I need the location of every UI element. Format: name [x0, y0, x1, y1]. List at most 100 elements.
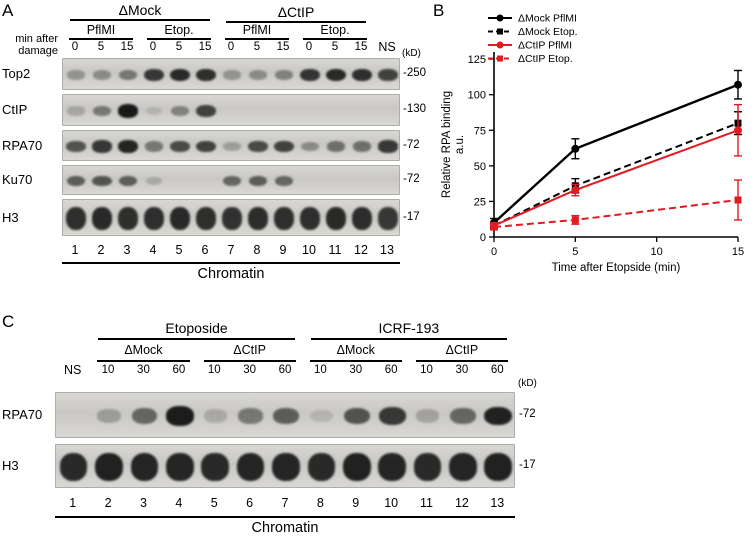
timepoint-label: 10 [101, 364, 115, 376]
min-after-damage-label: damage [18, 45, 58, 57]
legend-marker [496, 14, 504, 22]
protein-band [67, 70, 85, 80]
protein-band [117, 104, 139, 118]
legend-label: ΔMock PflMI [518, 13, 577, 25]
timepoint-label: 60 [278, 364, 292, 376]
mw-marker: -17 [519, 459, 536, 471]
protein-band [131, 407, 158, 424]
protein-band [325, 68, 347, 82]
protein-band [352, 141, 372, 152]
legend-marker [496, 41, 504, 49]
timepoint-label: 60 [490, 364, 504, 376]
y-tick-label: 50 [474, 161, 486, 173]
timepoint-label: 30 [137, 364, 150, 376]
data-point [571, 216, 579, 224]
protein-band [378, 207, 398, 230]
lane-number: 10 [302, 243, 316, 257]
protein-band [351, 68, 373, 82]
protein-band [195, 68, 217, 82]
blot-strip-ctip [62, 94, 400, 126]
protein-band [92, 175, 112, 187]
condition-label: PflMI [242, 23, 272, 37]
y-tick-label: 0 [480, 232, 486, 244]
blot-row-label: RPA70 [2, 407, 43, 422]
lane-number: 13 [490, 496, 505, 510]
protein-band [118, 175, 138, 187]
chromatin-underline [62, 262, 400, 264]
condition-underline [225, 38, 289, 40]
blot-row-label: CtIP [2, 102, 28, 117]
lane-number: 2 [97, 243, 105, 257]
data-point [490, 223, 498, 231]
blot-strip-rpa70 [55, 392, 515, 438]
condition-underline [147, 38, 211, 40]
lane-number: 7 [227, 243, 235, 257]
mw-marker: -72 [403, 173, 420, 185]
protein-band [117, 207, 139, 230]
blot-strip-rpa70 [62, 130, 400, 161]
protein-band [118, 69, 138, 81]
chromatin-label: Chromatin [197, 266, 265, 282]
protein-band [59, 453, 88, 481]
x-tick-label: 10 [651, 246, 663, 258]
protein-band [325, 207, 347, 230]
condition-label: ΔCtIP [445, 343, 479, 357]
protein-band [307, 453, 336, 481]
mw-marker: -72 [519, 408, 536, 420]
legend-marker [497, 55, 503, 62]
protein-band [378, 407, 406, 425]
protein-band [222, 175, 242, 187]
lane-number: 9 [352, 496, 360, 510]
timepoint-label: 0 [227, 41, 235, 53]
protein-band [171, 105, 189, 117]
protein-band [92, 140, 112, 153]
treatment-group-underline [226, 21, 366, 23]
protein-band [413, 453, 442, 481]
protein-band [170, 140, 190, 153]
protein-band [221, 207, 242, 230]
protein-band [145, 176, 163, 186]
blot-row-label: RPA70 [2, 137, 43, 153]
lane-number: 2 [104, 496, 112, 510]
timepoint-label: 15 [198, 41, 212, 53]
condition-label: ΔCtIP [233, 343, 266, 357]
condition-label: ΔMock [336, 343, 375, 357]
timepoint-label: 5 [97, 41, 105, 53]
protein-band [310, 409, 333, 423]
timepoint-label: 0 [305, 41, 313, 53]
protein-band [273, 207, 295, 230]
protein-band [95, 453, 123, 481]
x-tick-label: 5 [572, 246, 578, 258]
y-tick-label: 75 [474, 125, 486, 137]
y-axis-title: Relative RPA binding [441, 91, 453, 198]
protein-band [66, 140, 86, 153]
condition-underline [309, 360, 402, 362]
protein-band [196, 104, 216, 118]
lane-number: 12 [454, 496, 469, 510]
protein-band [343, 407, 370, 425]
data-point [734, 196, 742, 204]
data-point [571, 186, 580, 195]
data-point [734, 126, 742, 135]
protein-band [342, 453, 371, 481]
protein-band [275, 69, 293, 81]
y-tick-label: 25 [474, 196, 486, 208]
lane-number: 11 [420, 496, 434, 510]
legend-label: ΔCtIP Etop. [518, 53, 573, 65]
protein-band [484, 406, 513, 426]
x-axis-title: Time after Etopside (min) [552, 262, 681, 274]
lane-number: 3 [139, 496, 147, 510]
mw-marker: -250 [403, 67, 427, 79]
blot-row-label: Ku70 [2, 172, 33, 187]
condition-underline [303, 38, 367, 40]
lane-number: 9 [279, 243, 287, 257]
protein-band [248, 140, 268, 153]
timepoint-label: 30 [243, 364, 256, 376]
lane-number: 6 [246, 496, 254, 510]
blot-row-label: Top2 [2, 66, 31, 81]
treatment-group-label: ΔCtIP [277, 4, 315, 20]
treatment-group-label: ΔMock [118, 2, 162, 18]
